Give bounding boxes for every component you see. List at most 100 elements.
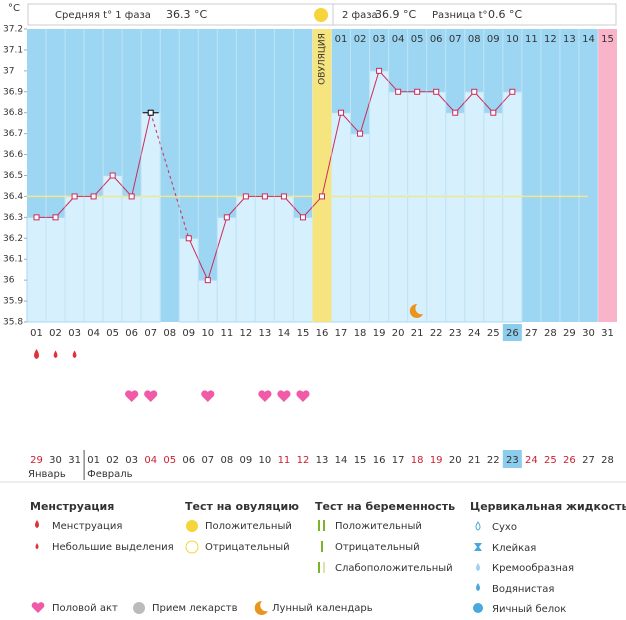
date-label: 27 bbox=[582, 455, 595, 466]
x-tick-label: 23 bbox=[449, 328, 462, 339]
phase1-value: 36.3 °C bbox=[166, 8, 207, 21]
bar bbox=[445, 112, 466, 323]
point bbox=[471, 88, 478, 95]
icon bbox=[185, 540, 199, 554]
x-tick-label: 22 bbox=[430, 328, 443, 339]
icon bbox=[186, 520, 198, 532]
x-tick-label: 13 bbox=[259, 328, 272, 339]
bar bbox=[273, 195, 294, 323]
bar bbox=[407, 91, 428, 323]
x-tick-label: 19 bbox=[373, 328, 386, 339]
date-label: 14 bbox=[335, 455, 348, 466]
bar bbox=[45, 216, 66, 323]
date-label: 04 bbox=[144, 455, 157, 466]
legend-item: Слабоположительный bbox=[335, 563, 453, 574]
point bbox=[376, 67, 383, 74]
y-tick-label: 36.3 bbox=[3, 213, 23, 223]
month-label: Февраль bbox=[87, 469, 133, 480]
intercourse bbox=[201, 390, 215, 402]
y-tick-label: 36.7 bbox=[3, 129, 23, 139]
cycle-day: 04 bbox=[392, 34, 405, 45]
x-tick-label: 17 bbox=[335, 328, 348, 339]
cycle-day: 01 bbox=[335, 34, 348, 45]
date-label: 13 bbox=[316, 455, 329, 466]
icon bbox=[476, 583, 480, 591]
phase2-value: 36.9 °C bbox=[375, 8, 416, 21]
cycle-day: 03 bbox=[373, 34, 386, 45]
bar bbox=[178, 237, 199, 323]
current-day-bg bbox=[502, 324, 522, 341]
legend-item: Менструация bbox=[52, 521, 122, 532]
x-tick-label: 29 bbox=[563, 328, 576, 339]
phase1: Средняя t° 1 фаза bbox=[55, 10, 151, 21]
gap-connector bbox=[150, 112, 190, 239]
x-tick-label: 11 bbox=[220, 328, 233, 339]
point bbox=[204, 277, 211, 284]
cycle-day: 07 bbox=[449, 34, 462, 45]
diff: Разница t° bbox=[432, 10, 488, 21]
intercourse bbox=[258, 390, 272, 402]
x-tick-label: 06 bbox=[125, 328, 138, 339]
point bbox=[185, 235, 192, 242]
date-label: 18 bbox=[411, 455, 424, 466]
bar bbox=[197, 279, 218, 323]
icon bbox=[323, 520, 325, 531]
legend-item: Прием лекарств bbox=[152, 603, 238, 614]
point bbox=[490, 109, 497, 116]
date-label: 12 bbox=[297, 455, 310, 466]
lunar bbox=[409, 303, 424, 318]
y-tick-label: 35.9 bbox=[3, 297, 23, 307]
bar bbox=[26, 216, 47, 323]
icon bbox=[473, 603, 483, 613]
date-label: 06 bbox=[182, 455, 195, 466]
point bbox=[71, 193, 78, 200]
date-label: 05 bbox=[163, 455, 176, 466]
x-tick-label: 26 bbox=[506, 328, 519, 339]
bar bbox=[83, 195, 104, 323]
x-tick-label: 28 bbox=[544, 328, 557, 339]
legend-title: Тест на овуляцию bbox=[185, 500, 299, 513]
date-label: 02 bbox=[106, 455, 119, 466]
y-tick-label: 36.4 bbox=[3, 192, 23, 202]
x-tick-label: 05 bbox=[106, 328, 119, 339]
point bbox=[109, 172, 116, 179]
x-tick-label: 20 bbox=[392, 328, 405, 339]
x-tick-label: 16 bbox=[316, 328, 329, 339]
point bbox=[319, 193, 325, 200]
bar bbox=[254, 195, 275, 323]
date-label: 25 bbox=[544, 455, 557, 466]
date-label: 19 bbox=[430, 455, 443, 466]
date-label: 07 bbox=[201, 455, 214, 466]
cycle-day: 05 bbox=[411, 34, 424, 45]
point bbox=[128, 193, 135, 200]
legend-item: Отрицательный bbox=[205, 542, 290, 553]
icon bbox=[475, 521, 481, 531]
legend-item: Водянистая bbox=[492, 584, 554, 595]
cycle-day: 11 bbox=[525, 34, 538, 45]
x-tick-label: 02 bbox=[49, 328, 62, 339]
point bbox=[242, 193, 249, 200]
ovulation-column bbox=[312, 29, 332, 322]
date-label: 17 bbox=[392, 455, 405, 466]
date-label: 28 bbox=[601, 455, 614, 466]
legend-title: Тест на беременность bbox=[315, 500, 455, 513]
icon bbox=[318, 520, 320, 531]
point bbox=[509, 88, 516, 95]
legend-item: Кремообразная bbox=[492, 563, 574, 574]
x-tick-label: 31 bbox=[601, 328, 614, 339]
x-tick-label: 18 bbox=[354, 328, 367, 339]
y-tick-label: 36.1 bbox=[3, 255, 23, 265]
cycle-day: 02 bbox=[354, 34, 367, 45]
point bbox=[280, 193, 287, 200]
end-column bbox=[597, 29, 617, 322]
date-label: 08 bbox=[220, 455, 233, 466]
point bbox=[147, 109, 154, 116]
icon bbox=[323, 562, 325, 573]
date-label: 15 bbox=[354, 455, 367, 466]
legend-item: Яичный белок bbox=[492, 604, 566, 615]
icon bbox=[31, 602, 45, 613]
point bbox=[395, 88, 402, 95]
cycle-day: 15 bbox=[601, 34, 614, 45]
intercourse bbox=[144, 390, 158, 402]
